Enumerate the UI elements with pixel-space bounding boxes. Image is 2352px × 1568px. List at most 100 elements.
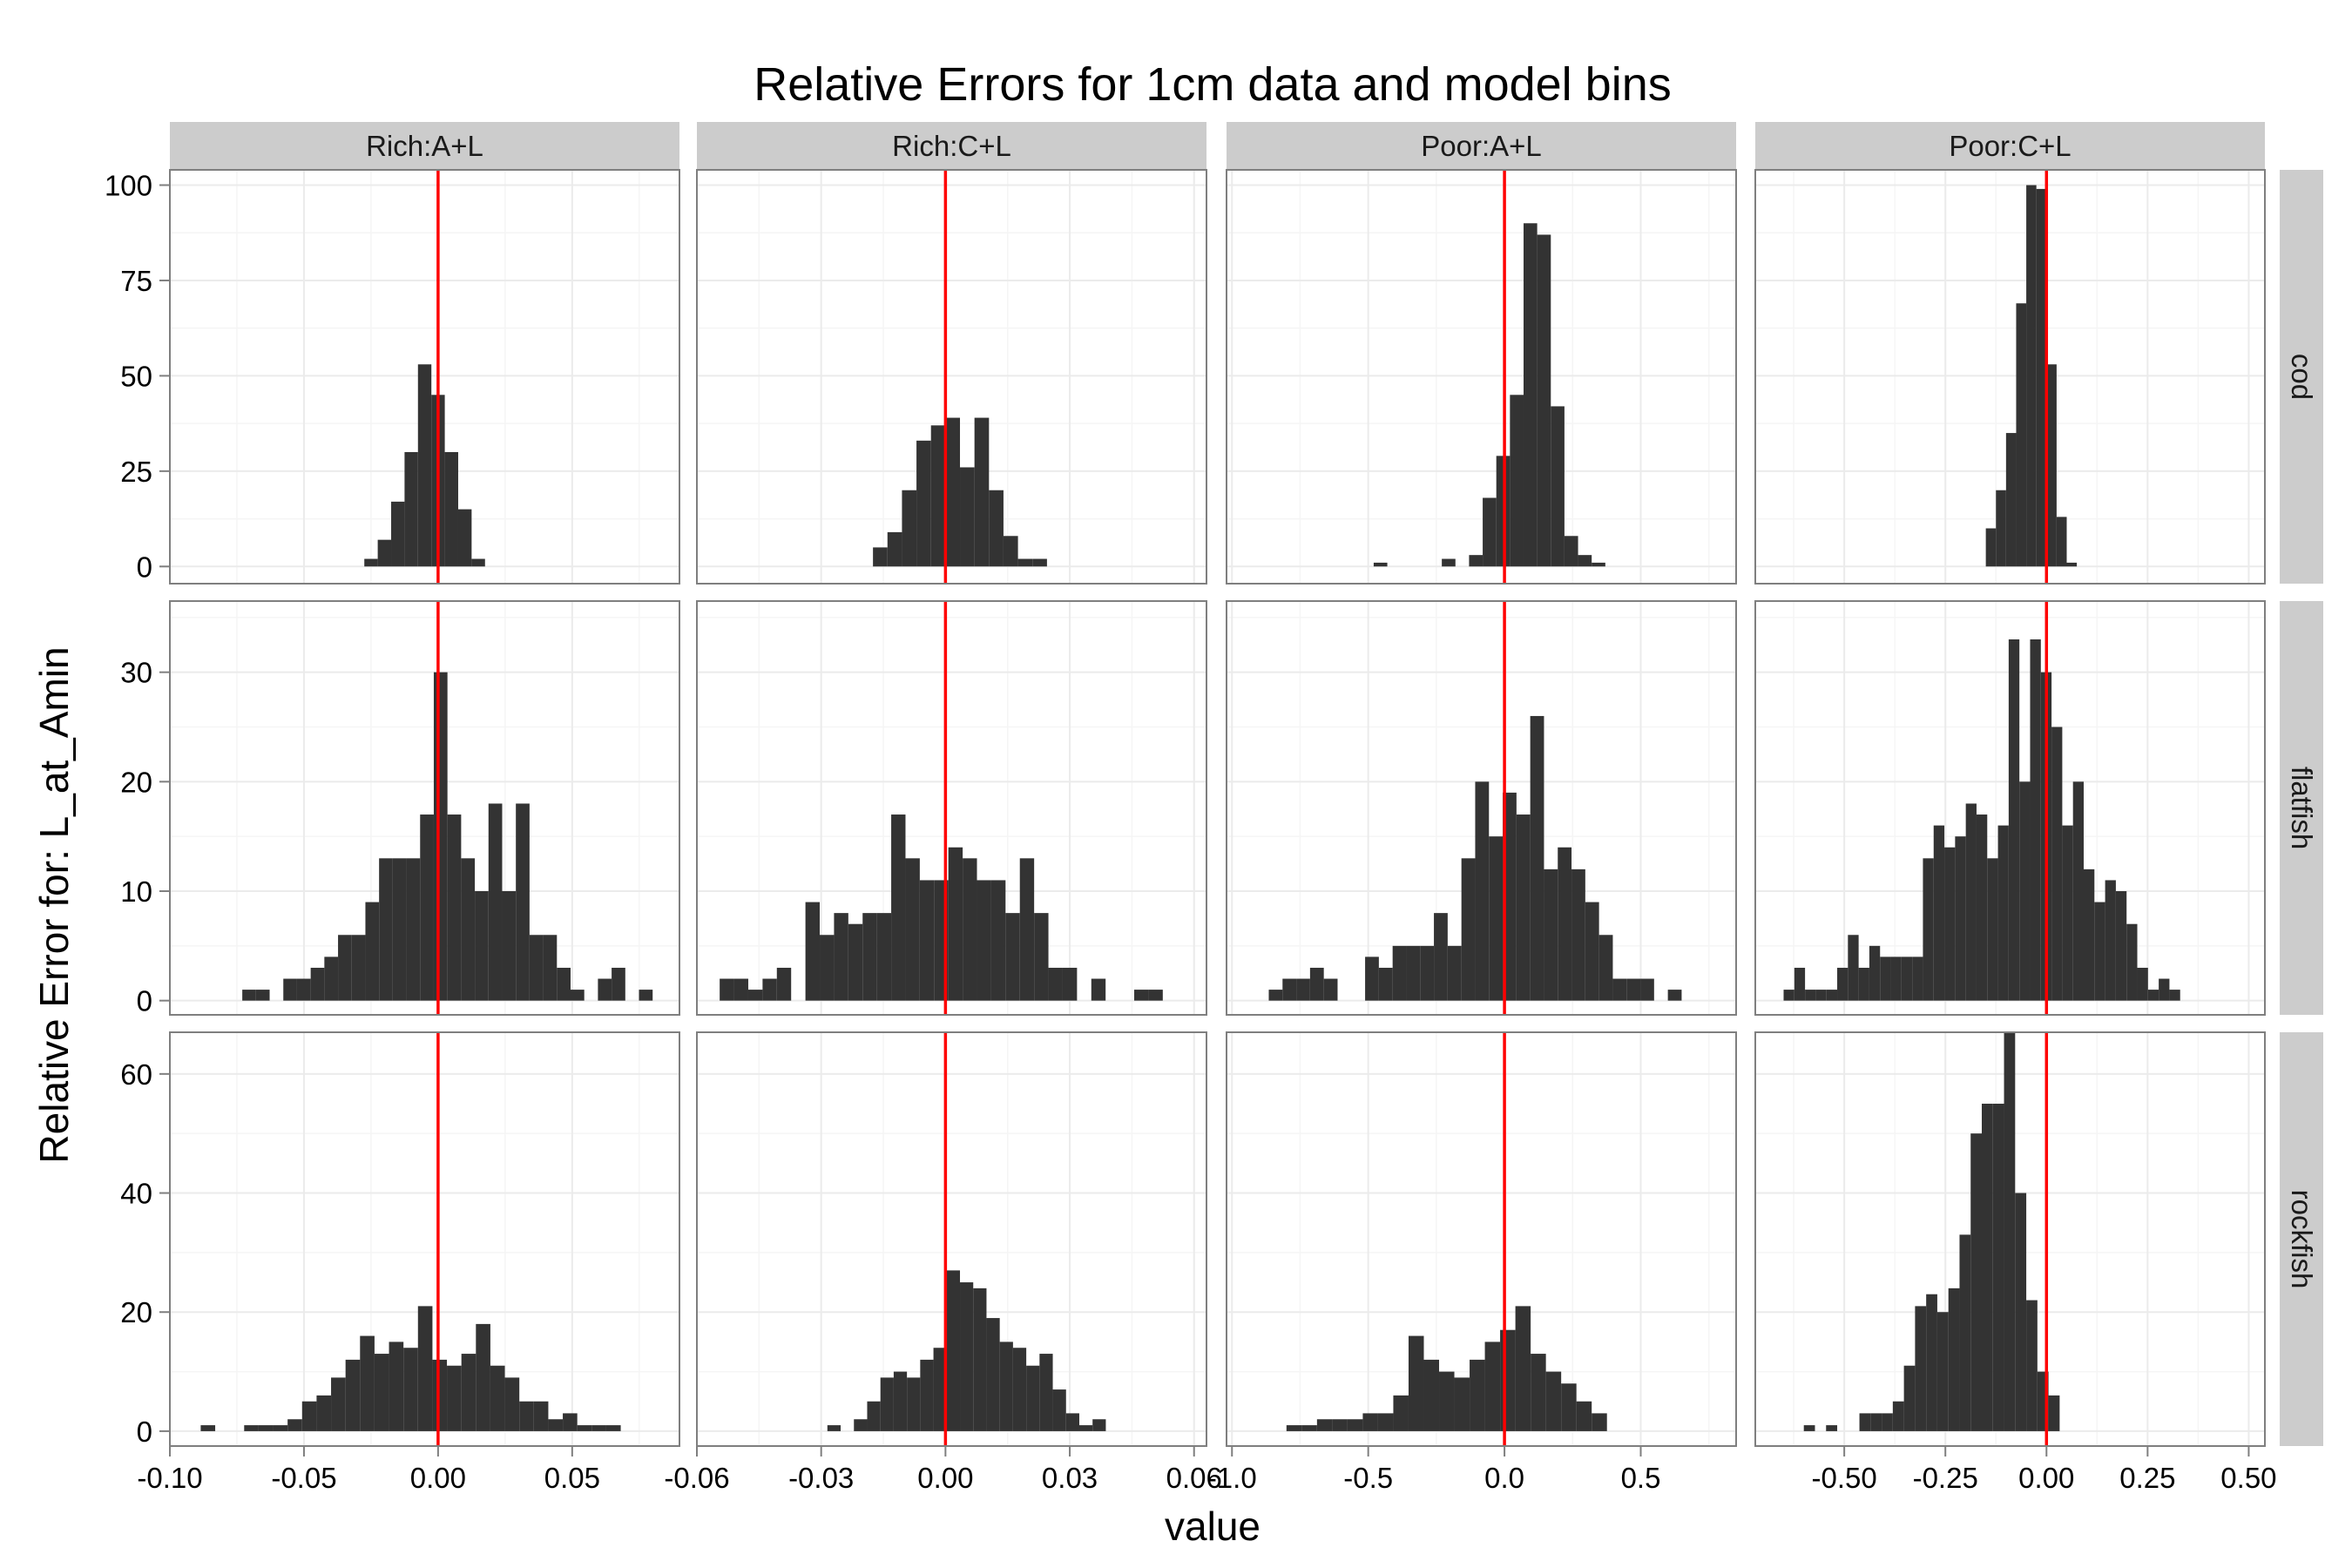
panel-cod-0 — [169, 169, 680, 585]
histogram-bars — [827, 1270, 1106, 1431]
panel-border — [696, 169, 1207, 585]
panel-border — [169, 169, 680, 585]
histogram-bar — [2066, 562, 2078, 567]
histogram-bar — [1062, 967, 1078, 1001]
histogram-bar — [242, 990, 256, 1001]
histogram-bars — [1268, 715, 1682, 1001]
histogram-bar — [1915, 1306, 1927, 1431]
y-tick-label: 0 — [137, 551, 152, 583]
panel-background — [1227, 170, 1736, 584]
histogram-bar — [316, 1395, 332, 1431]
histogram-bar — [2004, 1032, 2016, 1431]
histogram-bar — [591, 1425, 606, 1431]
histogram-bar — [417, 1306, 433, 1431]
histogram-bar — [820, 935, 835, 1001]
histogram-bar — [1794, 967, 1806, 1001]
histogram-bar — [287, 1419, 302, 1431]
histogram-bar — [1959, 1234, 1971, 1431]
histogram-bar — [2126, 923, 2138, 1001]
histogram-bar — [1859, 1413, 1871, 1431]
histogram-bar — [377, 539, 392, 567]
x-tick-label: 0.00 — [2018, 1462, 2074, 1494]
x-tick-label: 0.03 — [1042, 1462, 1098, 1494]
histogram-bar — [1530, 715, 1544, 1001]
histogram-bar — [827, 1425, 841, 1431]
histogram-bar — [447, 814, 462, 1001]
histogram-bar — [273, 1425, 288, 1431]
histogram-bar — [351, 935, 366, 1001]
histogram-bar — [338, 935, 352, 1001]
histogram-bars — [200, 1306, 621, 1431]
histogram-bar — [1626, 978, 1641, 1001]
histogram-bar — [461, 858, 476, 1001]
histogram-bar — [365, 902, 380, 1001]
histogram-bar — [2137, 967, 2148, 1001]
histogram-bar — [1585, 902, 1599, 1001]
histogram-bar — [1892, 1401, 1904, 1431]
histogram-bar — [1612, 978, 1627, 1001]
histogram-bar — [433, 672, 448, 1001]
histogram-bar — [1571, 868, 1585, 1001]
column-strip — [697, 122, 1206, 170]
histogram-bar — [1034, 913, 1049, 1001]
histogram-bar — [1442, 558, 1456, 567]
histogram-bar — [1890, 956, 1902, 1001]
histogram-bar — [720, 978, 734, 1001]
histogram-bars — [364, 364, 485, 567]
histogram-bar — [862, 913, 877, 1001]
histogram-bar — [1134, 990, 1149, 1001]
histogram-bar — [374, 1354, 389, 1431]
x-tick-label: 0.25 — [2119, 1462, 2175, 1494]
histogram-bar — [255, 990, 270, 1001]
histogram-bar — [1592, 562, 1605, 567]
histogram-bar — [364, 558, 378, 567]
histogram-bar — [1461, 858, 1476, 1001]
panel-flatfish-0 — [169, 600, 680, 1016]
histogram-bar — [1484, 1342, 1501, 1431]
column-strip — [1227, 122, 1736, 170]
histogram-bar — [1377, 1413, 1394, 1431]
histogram-bar — [1848, 935, 1859, 1001]
histogram-bar — [301, 1401, 317, 1431]
histogram-bar — [930, 425, 946, 567]
histogram-bar — [1598, 935, 1613, 1001]
histogram-bar — [1316, 1419, 1333, 1431]
column-strip — [1755, 122, 2265, 170]
x-tick-label: -0.5 — [1343, 1462, 1393, 1494]
histogram-bar — [1948, 1288, 1960, 1431]
histogram-bar — [1019, 858, 1035, 1001]
histogram-bar — [1903, 1365, 1916, 1431]
histogram-bar — [1282, 978, 1297, 1001]
histogram-bar — [848, 923, 863, 1001]
histogram-bar — [1447, 945, 1462, 1001]
histogram-bar — [1982, 1104, 1993, 1431]
histogram-bar — [1783, 990, 1794, 1001]
panel-border — [169, 1031, 680, 1447]
histogram-bar — [1576, 1401, 1592, 1431]
histogram-bar — [990, 880, 1006, 1001]
histogram-bar — [902, 490, 917, 567]
y-tick-label: 20 — [120, 766, 152, 798]
histogram-bar — [973, 1288, 987, 1431]
histogram-bar — [1880, 956, 1891, 1001]
histogram-bar — [946, 1270, 961, 1431]
histogram-bar — [1826, 990, 1838, 1001]
row-strip-label: cod — [2286, 354, 2318, 400]
histogram-bar — [1301, 1425, 1317, 1431]
histogram-bar — [548, 1419, 564, 1431]
histogram-bar — [331, 1377, 346, 1431]
histogram-bar — [1408, 1335, 1424, 1431]
histogram-bar — [1510, 395, 1524, 567]
x-tick-label: -0.25 — [1913, 1462, 1978, 1494]
histogram-bar — [1026, 1365, 1040, 1431]
histogram-bar — [432, 1359, 448, 1431]
row-strip-label: flatfish — [2286, 767, 2318, 849]
histogram-bar — [1936, 1312, 1949, 1431]
histogram-bar — [1558, 847, 1572, 1001]
histogram-bar — [776, 967, 792, 1001]
histogram-bar — [563, 1413, 578, 1431]
histogram-bar — [519, 1401, 534, 1431]
histogram-bar — [1475, 781, 1490, 1001]
histogram-bar — [945, 417, 961, 567]
histogram-bar — [598, 978, 612, 1001]
